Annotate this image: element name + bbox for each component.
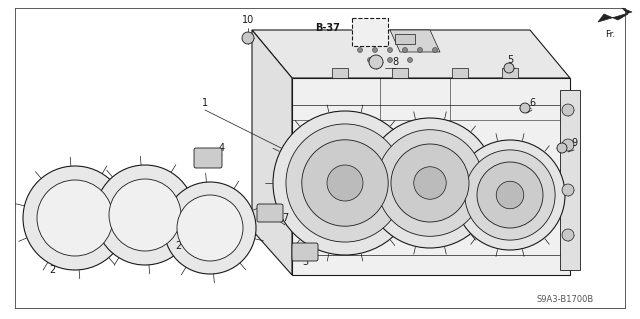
Circle shape [164, 182, 256, 274]
Circle shape [403, 48, 408, 53]
Polygon shape [452, 68, 468, 78]
Circle shape [562, 184, 574, 196]
Circle shape [286, 124, 404, 242]
Circle shape [242, 32, 254, 44]
FancyBboxPatch shape [194, 148, 222, 168]
Circle shape [369, 55, 383, 69]
Circle shape [95, 165, 195, 265]
Text: 2: 2 [117, 195, 123, 205]
Circle shape [365, 118, 495, 248]
Circle shape [273, 111, 417, 255]
Circle shape [177, 195, 243, 261]
Polygon shape [560, 90, 580, 270]
Polygon shape [292, 78, 570, 275]
Circle shape [391, 144, 469, 222]
FancyBboxPatch shape [352, 18, 388, 46]
Circle shape [557, 143, 567, 153]
Text: 4: 4 [219, 143, 225, 153]
Text: 3: 3 [302, 257, 308, 267]
Circle shape [504, 63, 514, 73]
Text: 9: 9 [571, 138, 577, 148]
Circle shape [377, 130, 483, 236]
Circle shape [387, 57, 392, 63]
Circle shape [372, 48, 378, 53]
Circle shape [417, 48, 422, 53]
Text: B-37: B-37 [315, 23, 340, 33]
Circle shape [408, 57, 413, 63]
FancyBboxPatch shape [292, 243, 318, 261]
Polygon shape [332, 68, 348, 78]
Text: 1: 1 [202, 98, 208, 108]
Text: 10: 10 [242, 15, 254, 25]
Polygon shape [598, 8, 632, 22]
Circle shape [433, 48, 438, 53]
Text: Fr.: Fr. [605, 30, 615, 39]
FancyBboxPatch shape [257, 204, 283, 222]
Circle shape [387, 48, 392, 53]
Text: 2: 2 [49, 265, 55, 275]
Circle shape [23, 166, 127, 270]
Circle shape [37, 180, 113, 256]
Text: 7: 7 [282, 213, 288, 223]
Polygon shape [502, 68, 518, 78]
Circle shape [562, 229, 574, 241]
Circle shape [465, 150, 555, 240]
Circle shape [477, 162, 543, 228]
Polygon shape [390, 30, 440, 52]
Text: 8: 8 [392, 57, 398, 67]
Text: 6: 6 [529, 98, 535, 108]
Circle shape [455, 140, 565, 250]
Text: 2: 2 [175, 241, 181, 251]
Circle shape [562, 139, 574, 151]
Polygon shape [252, 30, 570, 78]
Circle shape [367, 57, 372, 63]
Circle shape [358, 48, 362, 53]
Polygon shape [395, 34, 415, 44]
Text: 5: 5 [507, 55, 513, 65]
Circle shape [302, 140, 388, 226]
Polygon shape [252, 30, 292, 275]
Circle shape [520, 103, 530, 113]
Circle shape [413, 167, 446, 199]
Circle shape [327, 165, 363, 201]
Circle shape [109, 179, 181, 251]
Circle shape [496, 181, 524, 209]
Text: S9A3-B1700B: S9A3-B1700B [536, 295, 594, 305]
Polygon shape [392, 68, 408, 78]
Circle shape [562, 104, 574, 116]
